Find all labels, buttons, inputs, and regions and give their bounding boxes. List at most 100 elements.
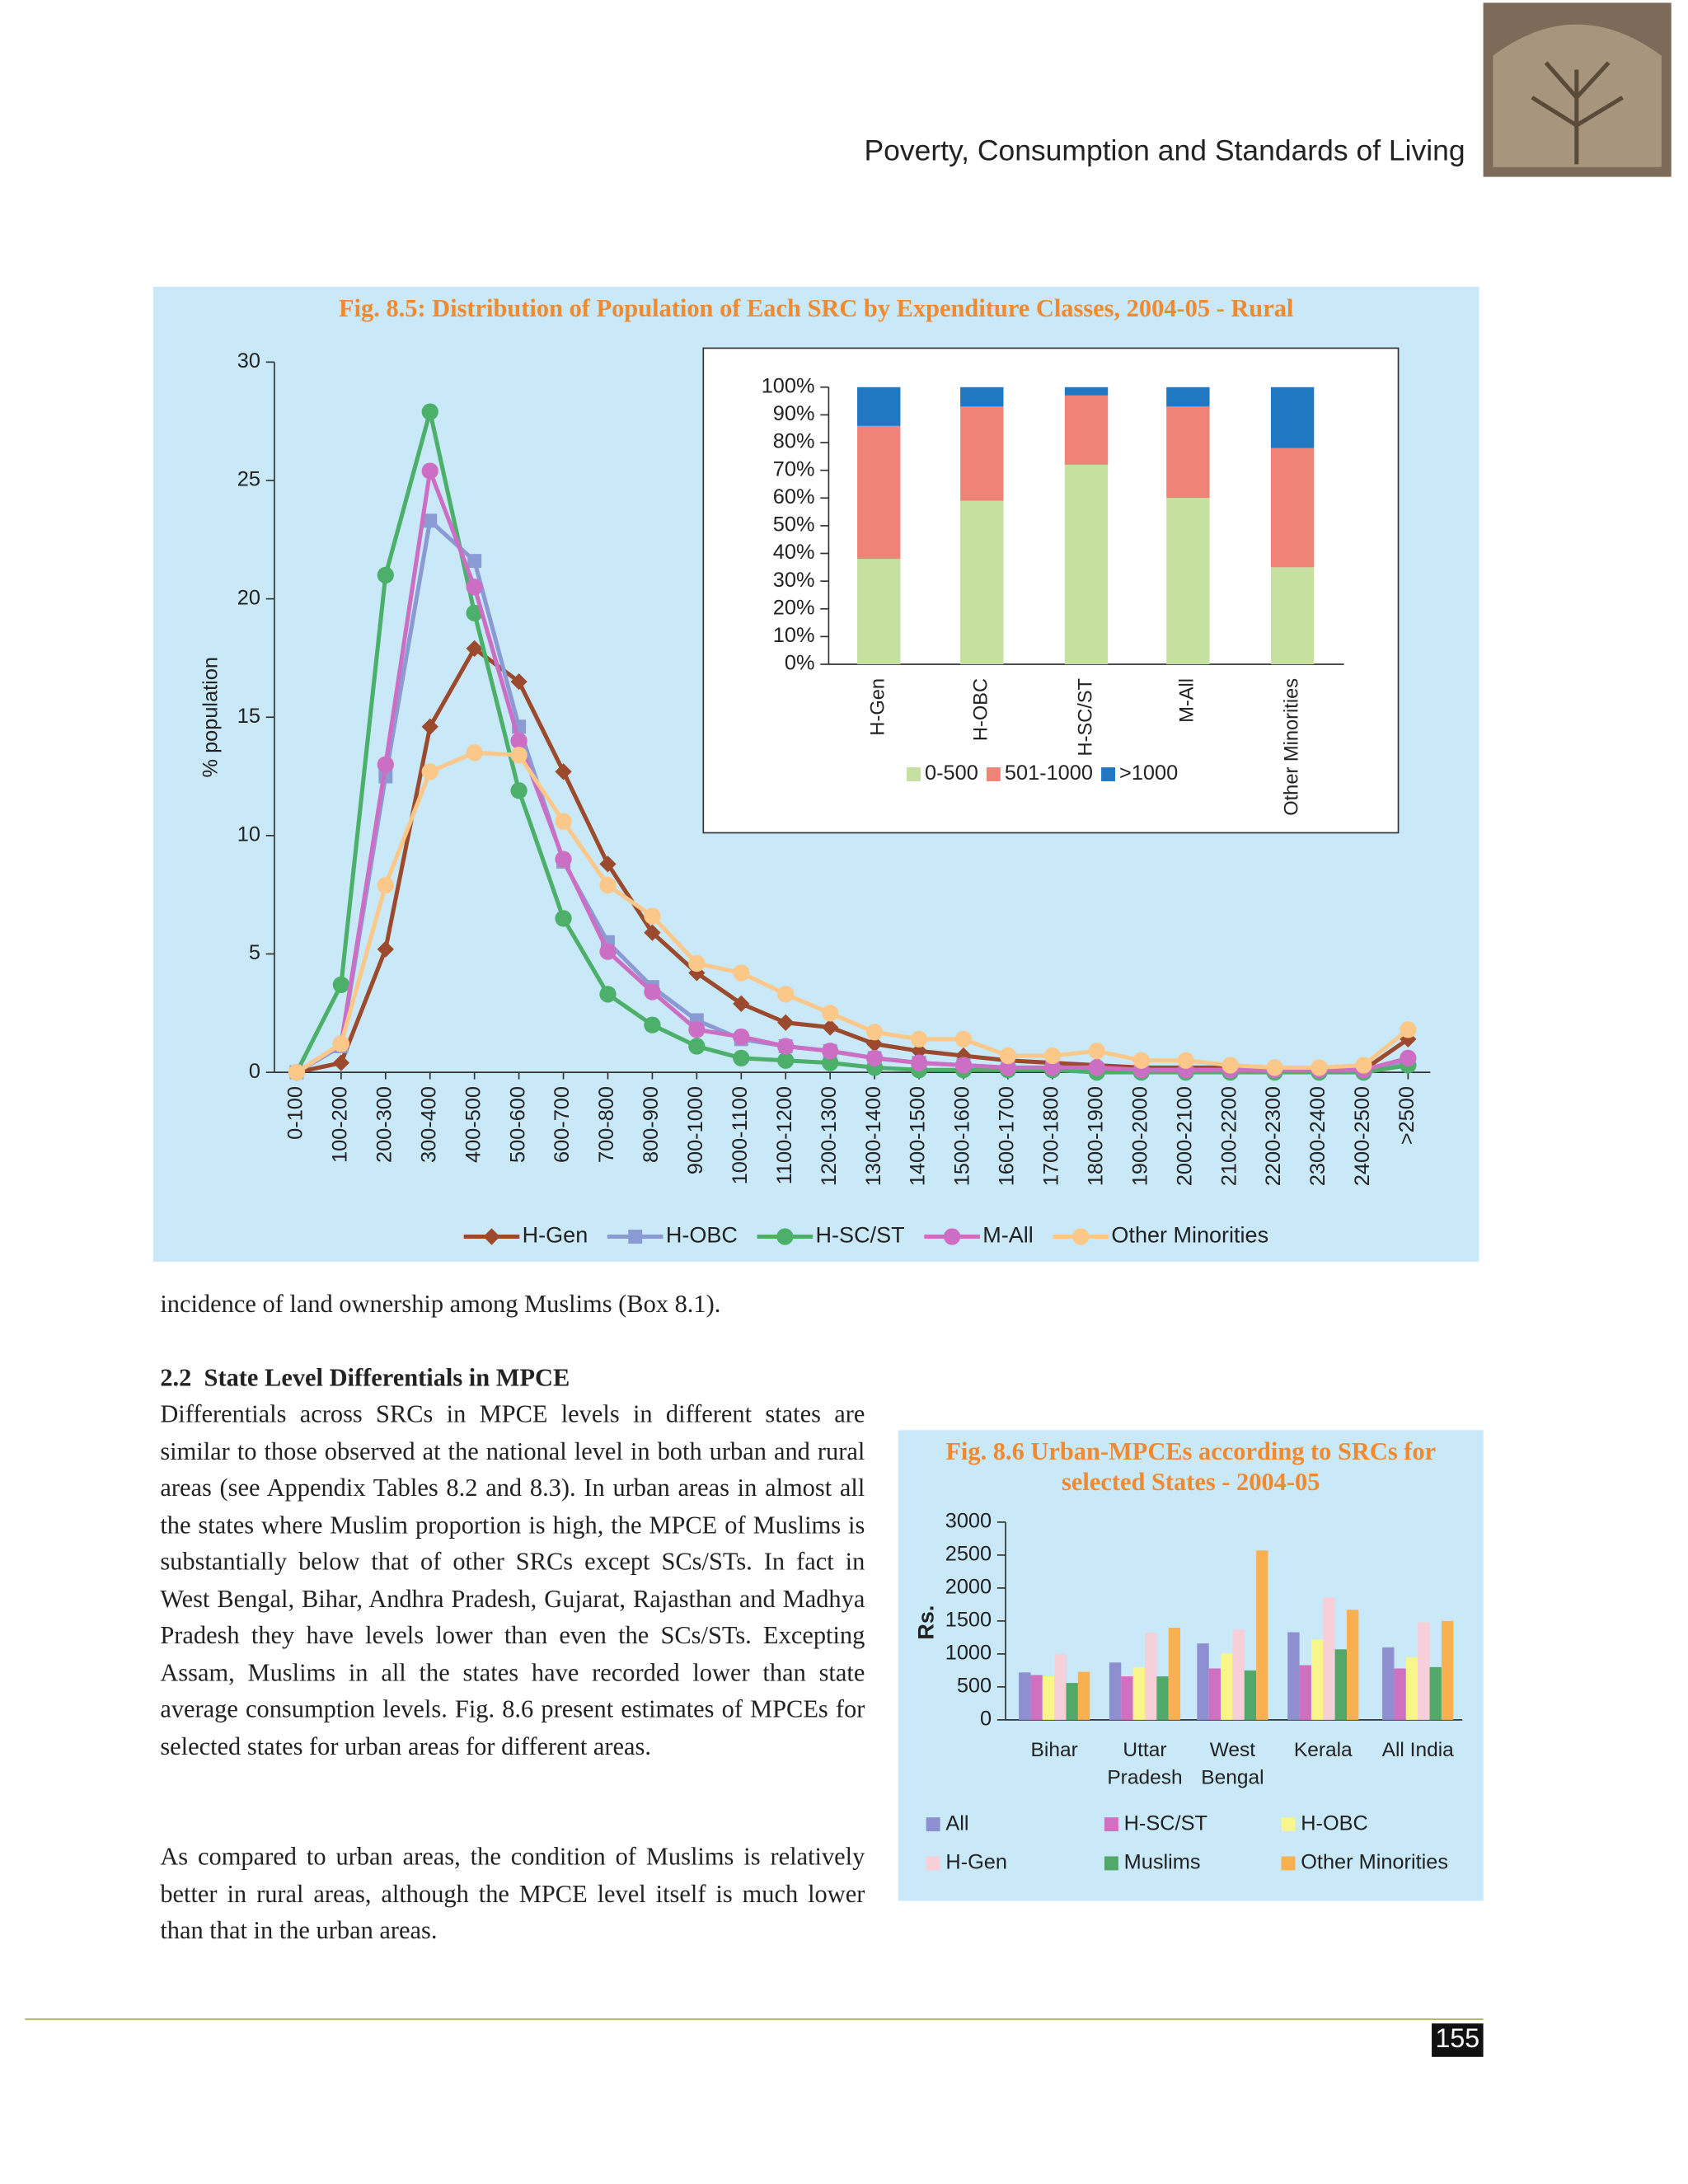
- marker: [943, 1228, 961, 1245]
- bar-segment: [857, 387, 901, 426]
- bar: [1382, 1647, 1395, 1720]
- y-tick-label: 10: [237, 823, 260, 846]
- bar: [1287, 1632, 1300, 1720]
- x-tick-label: 1300-1400: [862, 1086, 885, 1186]
- y-tick-label: 50%: [773, 513, 815, 537]
- marker: [822, 1005, 839, 1022]
- bar: [1441, 1620, 1454, 1720]
- x-tick-label: 1000-1100: [729, 1086, 752, 1184]
- paragraph: incidence of land ownership among Muslim…: [160, 1289, 721, 1318]
- legend-label: H-Gen: [523, 1223, 588, 1248]
- x-tick-label: 2000-2100: [1173, 1086, 1196, 1186]
- marker: [483, 1228, 500, 1245]
- marker: [822, 1019, 839, 1036]
- x-tick-label: West Bengal: [1201, 1739, 1264, 1790]
- bar-segment: [857, 425, 901, 560]
- marker: [865, 1035, 884, 1052]
- x-tick-label-box: All India: [1382, 1740, 1454, 1762]
- bar: [1121, 1676, 1133, 1720]
- y-tick-label: 90%: [773, 402, 815, 425]
- bar: [1221, 1653, 1233, 1720]
- legend-label: >1000: [1119, 762, 1178, 785]
- marker: [1400, 1021, 1417, 1038]
- x-tick-label: Uttar Pradesh: [1107, 1739, 1183, 1790]
- marker: [865, 1024, 884, 1041]
- legend-swatch: [907, 767, 921, 781]
- marker: [865, 1049, 884, 1067]
- bar: [1244, 1670, 1257, 1720]
- bar: [1323, 1597, 1335, 1720]
- bar: [1019, 1672, 1031, 1720]
- marker: [954, 1057, 973, 1074]
- x-tick-label: 2100-2200: [1217, 1086, 1240, 1186]
- x-tick-label: >2500: [1395, 1086, 1418, 1145]
- y-tick-label: 20: [237, 586, 260, 609]
- legend-swatch: [926, 1856, 940, 1871]
- bar: [1334, 1649, 1348, 1720]
- marker: [421, 403, 438, 420]
- marker: [555, 851, 572, 868]
- y-tick-label: 1500: [945, 1609, 992, 1632]
- marker: [733, 1028, 750, 1046]
- bar-segment: [1166, 406, 1210, 499]
- marker: [777, 1014, 795, 1031]
- x-tick-label: 1400-1500: [907, 1086, 930, 1186]
- bar-segment: [1064, 387, 1109, 396]
- bar: [1144, 1633, 1157, 1720]
- y-tick-label: 0: [980, 1708, 992, 1731]
- legend-label: H-Gen: [945, 1851, 1007, 1874]
- marker: [466, 640, 483, 658]
- bar: [1256, 1550, 1268, 1720]
- running-header: Poverty, Consumption and Standards of Li…: [864, 134, 1465, 167]
- marker: [555, 813, 572, 830]
- x-tick-label: 2400-2500: [1351, 1086, 1374, 1186]
- x-tick-label-box: Uttar Pradesh: [1107, 1739, 1183, 1790]
- marker: [599, 855, 617, 873]
- marker: [1355, 1057, 1372, 1074]
- legend-label: Other Minorities: [1111, 1223, 1268, 1248]
- x-tick-label: 1100-1200: [773, 1086, 796, 1184]
- y-tick-label: 15: [237, 705, 260, 728]
- marker: [423, 513, 438, 528]
- marker: [733, 964, 750, 982]
- x-tick-label: 1500-1600: [951, 1086, 974, 1186]
- y-tick-label: 3000: [945, 1510, 992, 1533]
- y-tick-label: 2500: [945, 1543, 992, 1566]
- marker: [777, 1038, 795, 1055]
- marker: [599, 986, 617, 1003]
- marker: [688, 1021, 706, 1038]
- marker: [822, 1054, 839, 1071]
- y-tick-label: 5: [249, 941, 260, 964]
- bar: [1132, 1666, 1145, 1720]
- marker: [733, 1049, 750, 1067]
- marker: [1043, 1047, 1061, 1065]
- legend-label: 501-1000: [1005, 762, 1093, 785]
- bar: [1394, 1668, 1406, 1720]
- chart-title: Fig. 8.5: Distribution of Population of …: [339, 294, 1293, 322]
- bar-segment: [1270, 448, 1315, 568]
- marker: [332, 976, 349, 993]
- marker: [466, 579, 483, 596]
- bar: [1418, 1622, 1430, 1720]
- x-tick-label: Bihar: [1030, 1739, 1078, 1762]
- x-tick-label: 600-700: [551, 1086, 574, 1163]
- y-tick-label: 30: [237, 349, 260, 373]
- bar: [1042, 1676, 1055, 1720]
- section-heading: 2.2 State Level Differentials in MPCE: [160, 1363, 570, 1392]
- marker: [999, 1059, 1017, 1076]
- bar: [1347, 1610, 1359, 1720]
- marker: [510, 673, 528, 691]
- x-tick-label-box: Bihar: [1030, 1739, 1078, 1762]
- legend-swatch: [986, 767, 1001, 781]
- marker: [1221, 1057, 1239, 1074]
- marker: [910, 1043, 928, 1060]
- x-tick-label: 1200-1300: [818, 1086, 841, 1186]
- legend-label: Muslims: [1124, 1851, 1201, 1874]
- legend-swatch: [1101, 767, 1115, 781]
- page-number-box: [1432, 2023, 1484, 2057]
- x-tick-label: 1900-2000: [1128, 1086, 1151, 1186]
- marker: [555, 910, 572, 927]
- bar: [1232, 1629, 1245, 1720]
- marker: [776, 1228, 794, 1245]
- marker: [1400, 1049, 1417, 1067]
